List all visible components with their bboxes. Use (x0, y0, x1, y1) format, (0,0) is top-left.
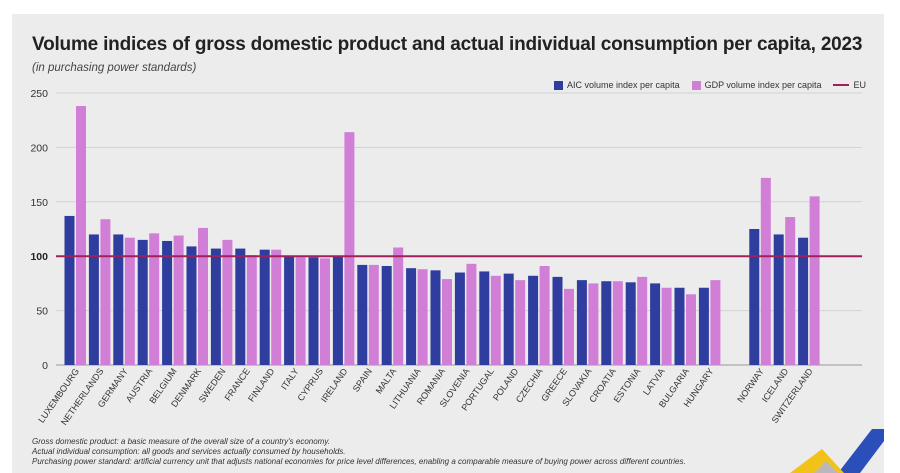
footnote-gdp: Gross domestic product: a basic measure … (32, 437, 330, 446)
chart-subtitle: (in purchasing power standards) (32, 62, 197, 74)
y-tick-label-reference: 100 (30, 251, 48, 263)
chart-title: Volume indices of gross domestic product… (32, 34, 863, 55)
bar-aic (186, 246, 197, 365)
bar-gdp (637, 276, 648, 365)
eurostat-logo-graphic (790, 429, 884, 473)
bar-gdp (539, 265, 550, 365)
bar-aic (64, 215, 75, 365)
bar-aic (357, 264, 368, 365)
bar-aic (284, 256, 295, 365)
bar-gdp (344, 132, 355, 365)
legend-item-aic: AIC volume index per capita (554, 80, 680, 90)
bar-aic (625, 282, 636, 365)
bar-gdp (442, 279, 452, 365)
bar-gdp (124, 237, 135, 365)
bar-gdp (809, 196, 820, 365)
bar-aic (674, 287, 685, 365)
bar-gdp (588, 283, 599, 365)
bar-gdp (686, 294, 696, 365)
x-tick-label: SPAIN (351, 366, 374, 393)
bar-aic (113, 234, 124, 365)
y-tick-label: 250 (30, 88, 48, 100)
bar-aic (528, 275, 539, 365)
bar-aic (88, 234, 99, 365)
bar-aic (503, 273, 514, 365)
bar-aic (479, 271, 490, 365)
bar-aic (308, 257, 319, 365)
bar-gdp (710, 280, 721, 365)
bar-aic (773, 234, 784, 365)
legend-line-eu (833, 84, 850, 86)
bar-gdp (661, 287, 672, 365)
legend-label-aic: AIC volume index per capita (567, 80, 680, 90)
bar-aic (798, 237, 809, 365)
bar-gdp (149, 233, 160, 365)
bar-aic (552, 276, 563, 365)
legend-swatch-aic (554, 80, 564, 90)
y-tick-label: 50 (36, 306, 48, 318)
bar-aic (454, 272, 465, 365)
legend-item-gdp: GDP volume index per capita (691, 80, 822, 90)
x-tick-label: MALTA (374, 366, 399, 395)
bar-aic (576, 280, 587, 365)
bar-aic (698, 287, 709, 365)
bar-gdp (393, 247, 404, 365)
legend-item-eu: EU (833, 80, 866, 90)
legend: AIC volume index per capita GDP volume i… (554, 80, 866, 90)
bar-gdp (222, 239, 233, 365)
bar-gdp (417, 269, 428, 365)
bar-gdp (785, 217, 796, 365)
bar-gdp (490, 275, 501, 365)
bar-aic (650, 283, 661, 365)
bar-aic (332, 256, 343, 365)
bar-aic (406, 268, 417, 365)
bar-gdp (368, 264, 379, 365)
bar-aic (601, 281, 612, 365)
bar-aic (749, 229, 760, 365)
x-tick-label: LATVIA (641, 366, 667, 397)
bar-gdp (198, 227, 208, 365)
bar-aic (162, 240, 173, 365)
y-tick-label: 0 (42, 360, 48, 372)
bar-gdp (100, 219, 111, 365)
bar-gdp (173, 235, 184, 365)
bar-gdp (271, 249, 282, 365)
footnote-aic: Actual individual consumption: all goods… (32, 447, 346, 456)
legend-label-gdp: GDP volume index per capita (704, 80, 822, 90)
bar-aic (137, 239, 148, 365)
y-tick-label: 150 (30, 197, 48, 209)
bar-aic (430, 270, 441, 365)
y-tick-label: 200 (30, 142, 48, 154)
footnote-pps: Purchasing power standard: artificial cu… (32, 457, 686, 466)
footnotes: Gross domestic product: a basic measure … (32, 437, 686, 467)
bar-gdp (295, 257, 306, 365)
bar-gdp (246, 255, 257, 365)
bar-aic (210, 248, 221, 365)
bar-gdp (612, 281, 623, 365)
bar-aic (235, 248, 246, 365)
bar-gdp (466, 263, 477, 365)
bar-aic (259, 249, 270, 365)
bar-gdp (564, 288, 574, 365)
legend-swatch-gdp (691, 80, 701, 90)
bar-aic (381, 265, 392, 365)
x-tick-label: ITALY (279, 366, 301, 391)
bar-gdp (320, 258, 330, 365)
legend-label-eu: EU (853, 80, 866, 90)
bar-gdp (760, 177, 771, 365)
bar-gdp (515, 280, 526, 365)
bar-gdp (76, 106, 86, 365)
